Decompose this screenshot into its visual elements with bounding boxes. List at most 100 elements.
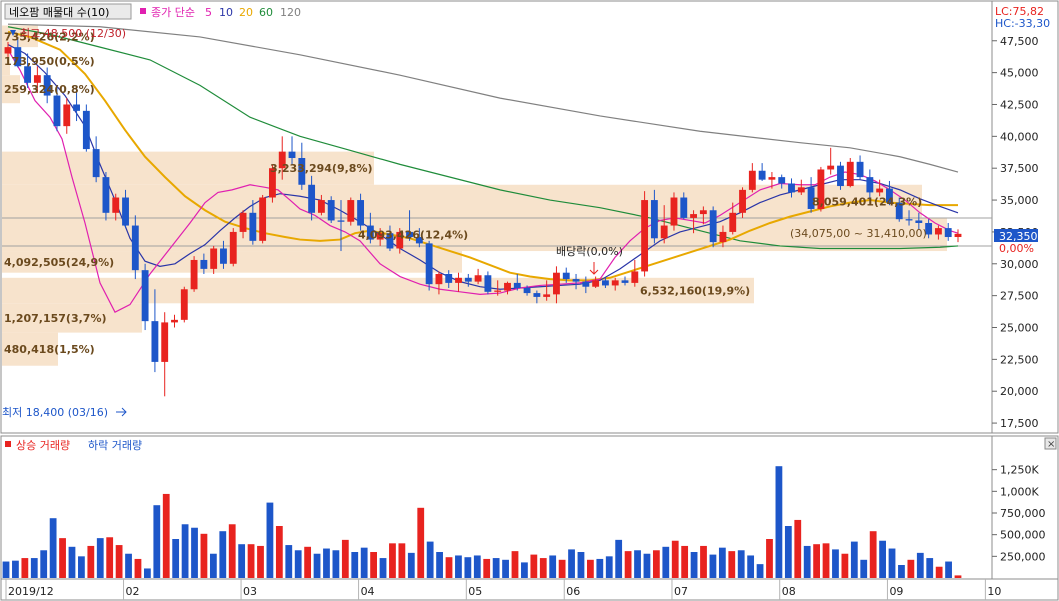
candle-body <box>347 200 355 222</box>
volume-bar <box>954 575 962 578</box>
volume-bar <box>784 526 792 578</box>
volume-bar <box>341 539 349 578</box>
volume-bar <box>737 550 745 578</box>
volume-bar <box>492 558 500 578</box>
volume-profile-band <box>2 332 58 366</box>
volume-bar <box>841 553 849 578</box>
volume-tick-label: 250,000 <box>1000 550 1046 563</box>
candle-body <box>386 233 394 249</box>
candle-body <box>259 197 267 241</box>
candle-body <box>317 200 325 213</box>
volume-bar <box>294 550 302 578</box>
volume-profile-label-layer: 735,426(2,2%) 173,950(0,5%) 259,324(0,8%) 3… <box>4 30 922 356</box>
volume-bar <box>200 533 208 578</box>
candle-body <box>102 177 110 213</box>
candle-body <box>220 248 227 264</box>
volume-bar <box>398 543 406 578</box>
axis-layer: 47,50045,00042,50040,00037,50035,00032,5… <box>5 35 1046 600</box>
current-price-tag <box>994 229 1038 242</box>
volume-bar <box>68 546 76 578</box>
price-tick-label: 45,000 <box>1000 67 1039 80</box>
candle-body <box>229 231 237 264</box>
volume-axis-frame <box>991 435 1059 580</box>
candle-body <box>484 275 492 292</box>
volume-bar <box>181 524 189 578</box>
volume-bar <box>304 546 312 578</box>
candle-body <box>357 200 365 226</box>
title-box[interactable] <box>4 3 132 20</box>
range-annotation: (34,075,00 ~ 31,410,00) <box>790 227 927 240</box>
candle-body <box>631 271 639 283</box>
candle-body <box>856 161 864 178</box>
volume-profile-label: 3,233,294(9,8%) <box>270 162 373 175</box>
candle-body <box>92 149 100 178</box>
volume-bar <box>238 544 246 578</box>
volume-up-legend: 상승 거래량 <box>16 439 70 452</box>
candle-body <box>817 169 825 209</box>
high-annotation: 최고 48,500 (12/30) <box>20 27 126 40</box>
candle-body <box>474 275 482 282</box>
volume-profile-label: 259,324(0,8%) <box>4 83 95 96</box>
dividend-arrow-icon <box>589 262 599 275</box>
volume-bar <box>172 539 180 578</box>
candle-body <box>151 321 159 362</box>
time-tick-label: 02 <box>126 585 140 598</box>
candle-body <box>445 273 453 283</box>
candle-body <box>670 197 678 226</box>
candle-body <box>513 282 521 288</box>
candle-body <box>210 248 218 269</box>
volume-bar <box>436 552 443 578</box>
volume-bar <box>643 553 651 578</box>
candle-body <box>425 243 433 285</box>
volume-bar <box>690 552 698 578</box>
volume-bar <box>266 502 274 578</box>
candle-body <box>905 219 913 221</box>
candle-body <box>190 259 198 290</box>
candle-body <box>523 287 531 294</box>
candle-body <box>63 104 71 127</box>
volume-bar <box>455 555 462 578</box>
volume-bar <box>907 559 915 578</box>
time-tick-label: 06 <box>566 585 580 598</box>
high-marker-icon <box>10 30 16 36</box>
candle-body <box>396 231 404 249</box>
volume-profile-band <box>2 184 922 218</box>
volume-panel-toggle[interactable] <box>1044 437 1057 450</box>
volume-bar <box>313 553 321 578</box>
time-tick-label: 04 <box>361 585 375 598</box>
volume-bar <box>191 527 198 578</box>
candle-body <box>768 177 776 180</box>
candle-body <box>298 158 306 185</box>
volume-bar <box>916 552 924 578</box>
candle-body <box>53 95 61 127</box>
volume-bar <box>888 548 896 578</box>
candle-body <box>504 282 511 291</box>
candle-body <box>327 200 335 221</box>
volume-profile-band <box>2 303 142 333</box>
volume-bar <box>389 543 396 578</box>
candle-body <box>14 47 22 67</box>
volume-bar <box>605 556 613 578</box>
candle-body <box>739 189 746 213</box>
candle-body <box>837 165 844 187</box>
volume-bar <box>209 553 217 578</box>
candle-body <box>886 188 893 203</box>
volume-profile-label: 4,092,505(24,9%) <box>4 256 114 269</box>
time-axis-frame <box>0 578 1059 601</box>
volume-bar <box>445 557 453 578</box>
volume-bar <box>502 559 509 578</box>
price-axis-frame <box>991 0 1059 434</box>
time-tick-label: 2019/12 <box>8 585 54 598</box>
low-arrow-icon <box>116 407 127 417</box>
candle-body <box>846 161 854 187</box>
candle-body <box>4 47 12 54</box>
candle-body <box>171 319 178 323</box>
volume-bar <box>549 555 557 578</box>
price-tick-label: 35,000 <box>1000 194 1039 207</box>
candle-body <box>406 231 413 238</box>
ma120-legend: 120 <box>280 6 301 19</box>
candle-body <box>288 151 296 159</box>
candle-body <box>680 197 688 218</box>
close-icon[interactable]: × <box>1047 439 1055 450</box>
